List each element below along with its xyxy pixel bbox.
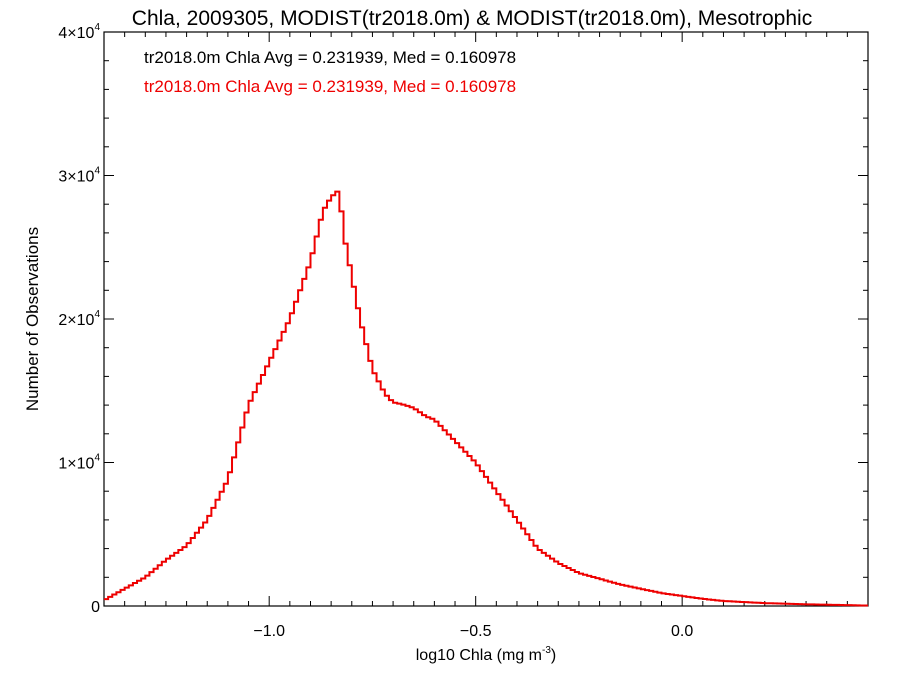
y-tick-exponent: 4 <box>94 309 100 320</box>
x-axis-label-main: log10 Chla (mg m <box>416 647 542 664</box>
y-tick-mantissa: 0 <box>91 599 100 616</box>
plot-frame <box>103 31 869 607</box>
y-tick-exponent: 4 <box>94 22 100 33</box>
x-tick-label: 0.0 <box>671 623 693 640</box>
y-tick-exponent: 4 <box>94 453 100 464</box>
x-axis-label: log10 Chla (mg m-3) <box>416 645 557 664</box>
annotation-black: tr2018.0m Chla Avg = 0.231939, Med = 0.1… <box>144 48 516 67</box>
annotation-red: tr2018.0m Chla Avg = 0.231939, Med = 0.1… <box>144 77 516 96</box>
y-tick-mantissa: 1×10 <box>58 456 94 473</box>
y-axis-label: Number of Observations <box>23 227 42 411</box>
y-tick-mantissa: 2×10 <box>58 312 94 329</box>
y-tick-label: 0 <box>91 599 100 616</box>
plot-area <box>103 31 869 607</box>
chart-title: Chla, 2009305, MODIST(tr2018.0m) & MODIS… <box>132 7 812 30</box>
y-tick-exponent: 4 <box>94 166 100 177</box>
x-axis-label-end: ) <box>551 647 556 664</box>
y-tick-label: 3×104 <box>58 166 100 186</box>
y-tick-label: 4×104 <box>58 22 100 42</box>
y-tick-mantissa: 4×10 <box>58 25 94 42</box>
series-line-red <box>104 190 868 607</box>
x-tick-label: −1.0 <box>253 623 285 640</box>
y-tick-label: 2×104 <box>58 309 100 329</box>
y-tick-label: 1×104 <box>58 453 100 473</box>
x-tick-label: −0.5 <box>460 623 492 640</box>
x-axis-ticks: −1.0 −0.5 0.0 <box>124 32 869 640</box>
y-tick-mantissa: 3×10 <box>58 169 94 186</box>
x-axis-label-sup: -3 <box>542 645 551 656</box>
